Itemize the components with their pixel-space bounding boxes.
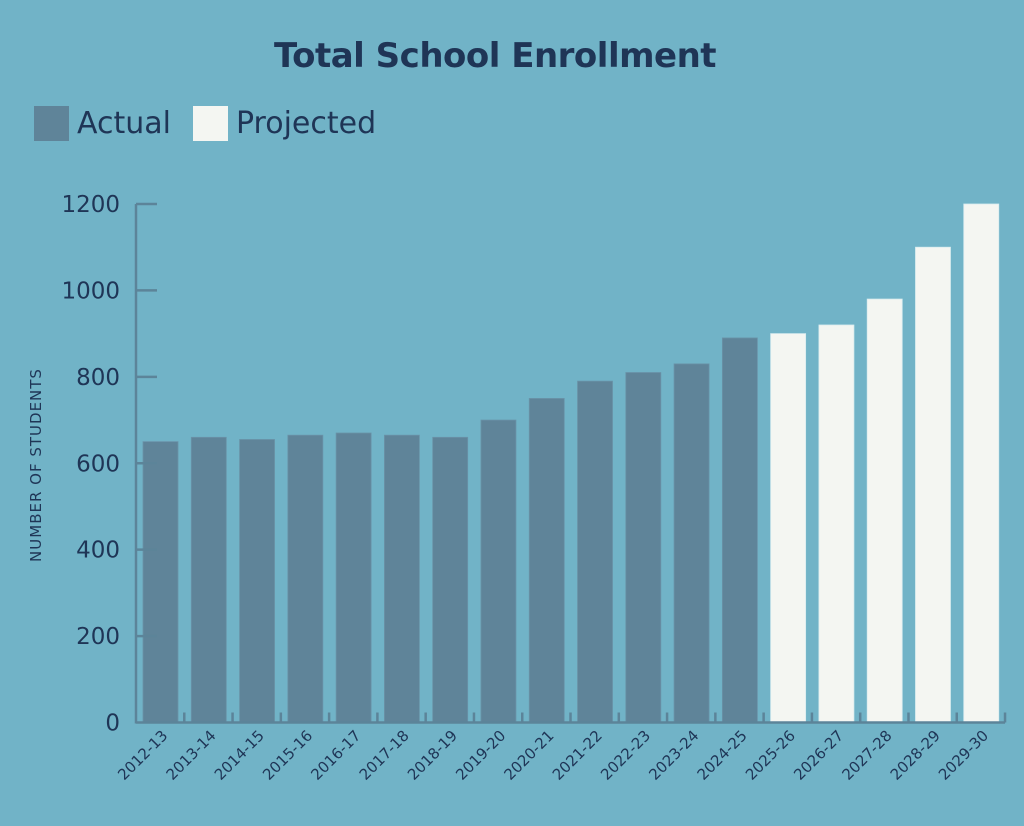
legend-swatch-actual	[34, 106, 69, 141]
x-tick-label: 2028-29	[887, 727, 944, 784]
y-tick-label: 0	[105, 711, 120, 737]
x-tick-label: 2015-16	[259, 727, 316, 784]
x-tick-label: 2029-30	[935, 727, 992, 784]
y-tick-label: 1000	[61, 278, 120, 304]
x-tick-label: 2012-13	[114, 727, 171, 784]
bar-2018-19	[432, 436, 469, 723]
y-tick-label: 200	[76, 624, 120, 650]
y-tick-label: 600	[76, 451, 120, 477]
y-tick-label: 800	[76, 365, 120, 391]
x-tick-label: 2013-14	[163, 727, 220, 784]
legend: Actual Projected	[34, 106, 398, 141]
bar-2019-20	[480, 419, 517, 723]
bar-2012-13	[142, 441, 179, 723]
y-axis-label: NUMBER OF STUDENTS	[27, 368, 45, 562]
bar-2014-15	[239, 439, 275, 723]
x-tick-label: 2023-24	[645, 727, 702, 784]
x-tick-label: 2025-26	[742, 727, 799, 784]
x-tick-label: 2022-23	[597, 727, 654, 784]
bar-2029-30	[963, 203, 1000, 723]
bar-2028-29	[915, 246, 951, 723]
bar-2015-16	[287, 434, 324, 723]
bar-2024-25	[721, 337, 758, 723]
bar-2017-18	[383, 434, 420, 723]
bar-2023-24	[673, 363, 710, 723]
x-ticks-group: 2012-132013-142014-152015-162016-172017-…	[114, 727, 992, 784]
legend-item-projected: Projected	[192, 106, 377, 141]
x-tick-label: 2018-19	[404, 727, 461, 784]
legend-label-projected: Projected	[235, 106, 377, 141]
bar-2021-22	[577, 380, 613, 723]
legend-swatch-projected	[192, 106, 228, 141]
bar-2016-17	[335, 432, 372, 723]
bar-2022-23	[625, 372, 662, 723]
legend-item-actual: Actual	[34, 106, 171, 141]
bar-2027-28	[866, 298, 903, 723]
y-ticks-group: 0 200 400 600 800 1000 1200	[61, 192, 157, 737]
x-tick-label: 2026-27	[790, 727, 847, 784]
x-tick-label: 2017-18	[356, 727, 413, 784]
x-tick-label: 2024-25	[694, 727, 751, 784]
x-tick-label: 2014-15	[211, 727, 268, 784]
x-tick-label: 2021-22	[549, 727, 606, 784]
bar-2025-26	[770, 333, 807, 723]
bar-2020-21	[528, 398, 565, 723]
y-tick-label: 1200	[61, 192, 120, 218]
x-tick-label: 2016-17	[307, 727, 364, 784]
bar-2013-14	[190, 436, 227, 723]
x-tick-label: 2027-28	[838, 727, 895, 784]
bars-group	[142, 203, 1000, 723]
bar-2026-27	[818, 324, 855, 723]
legend-label-actual: Actual	[77, 106, 171, 141]
y-tick-label: 400	[76, 538, 120, 564]
x-tick-label: 2019-20	[452, 727, 509, 784]
chart-title: Total School Enrollment	[273, 36, 717, 76]
x-tick-label: 2020-21	[501, 727, 558, 784]
